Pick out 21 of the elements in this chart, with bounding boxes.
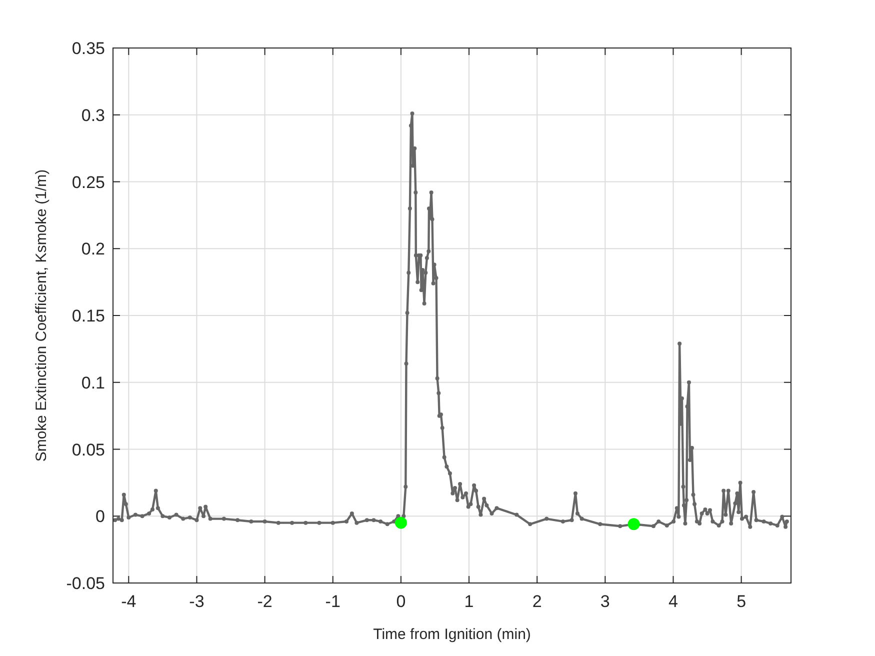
x-tick-label: 3: [600, 592, 610, 611]
y-tick-label: 0.25: [72, 172, 105, 192]
y-tick-label: 0.2: [81, 240, 105, 259]
y-tick-label: 0: [96, 507, 105, 526]
y-tick-label: 0.3: [81, 106, 105, 125]
x-tick-label: -2: [257, 592, 272, 611]
y-axis-title: Smoke Extinction Coefficient, Ksmoke (1/m): [33, 169, 50, 462]
x-tick-label: -1: [325, 592, 340, 611]
x-tick-label: 1: [464, 592, 474, 611]
x-axis-title: Time from Ignition (min): [373, 626, 531, 643]
x-tick-label: 4: [668, 592, 678, 611]
y-tick-label: 0.1: [81, 373, 105, 392]
x-tick-label: 5: [736, 592, 746, 611]
y-tick-label: 0.05: [72, 440, 105, 460]
x-tick-label: 2: [532, 592, 542, 611]
y-tick-label: 0.35: [72, 39, 105, 58]
y-tick-label: -0.05: [66, 574, 105, 593]
y-tick-label: 0.15: [72, 306, 105, 326]
x-tick-label: -4: [121, 592, 136, 611]
x-tick-label: 0: [396, 592, 406, 611]
x-tick-label: -3: [189, 592, 204, 611]
